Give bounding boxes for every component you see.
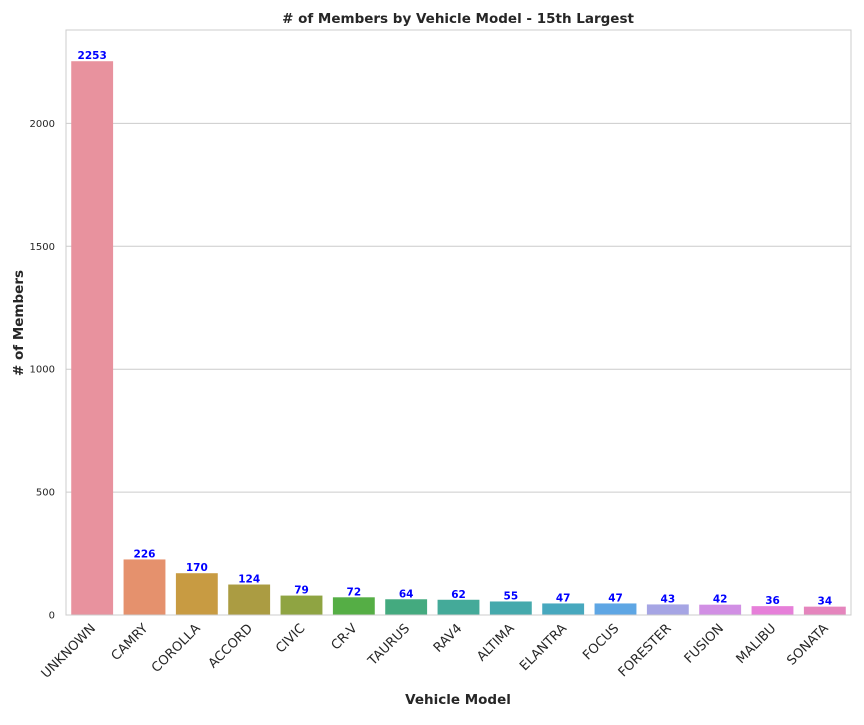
- x-tick-label: ELANTRA: [517, 621, 570, 674]
- data-label: 36: [765, 595, 780, 607]
- x-tick-label: COROLLA: [149, 621, 204, 676]
- x-tick-label: MALIBU: [734, 621, 780, 667]
- x-tick-label: FUSION: [682, 621, 727, 666]
- bar-unknown: [71, 61, 114, 616]
- data-label: 62: [451, 589, 466, 601]
- y-tick-label: 1500: [30, 242, 55, 253]
- bar-malibu: [751, 606, 794, 615]
- data-label: 47: [608, 592, 623, 604]
- data-label: 2253: [78, 50, 107, 62]
- data-label: 42: [713, 594, 728, 606]
- bar-camry: [123, 559, 166, 615]
- bar-corolla: [175, 573, 218, 615]
- x-tick-label: SONATA: [784, 621, 831, 668]
- x-axis-label: Vehicle Model: [405, 692, 511, 708]
- x-tick-label: FOCUS: [580, 621, 622, 663]
- bar-altima: [489, 601, 532, 615]
- data-label: 34: [818, 596, 833, 608]
- x-tick-label: RAV4: [431, 621, 465, 655]
- gridlines: [66, 122, 851, 616]
- bar-elantra: [542, 603, 585, 615]
- data-label: 43: [661, 593, 676, 605]
- bar-civic: [280, 595, 323, 615]
- x-tick-label: TAURUS: [365, 621, 413, 669]
- x-tick-label: CIVIC: [273, 621, 308, 656]
- bar-forester: [646, 604, 689, 615]
- bar-sonata: [803, 606, 846, 615]
- data-label: 124: [238, 574, 260, 586]
- bars: [71, 61, 846, 616]
- y-tick-label: 1000: [30, 365, 55, 376]
- bar-taurus: [385, 599, 428, 615]
- x-tick-label: UNKNOWN: [39, 621, 99, 681]
- chart-title: # of Members by Vehicle Model - 15th Lar…: [282, 11, 634, 27]
- x-tick-label: CAMRY: [109, 621, 152, 664]
- y-axis-ticks: 0 500 1000 1500 2000: [30, 119, 55, 622]
- data-label: 64: [399, 588, 414, 600]
- x-tick-label: CR-V: [329, 621, 361, 653]
- y-tick-label: 0: [49, 611, 55, 622]
- y-axis-label: # of Members: [11, 270, 27, 376]
- bar-rav4: [437, 599, 480, 615]
- data-label: 55: [504, 590, 519, 602]
- bar-focus: [594, 603, 637, 615]
- data-label: 170: [186, 562, 208, 574]
- data-label: 79: [294, 585, 309, 597]
- y-tick-label: 500: [36, 488, 55, 499]
- bar-accord: [228, 584, 271, 615]
- y-tick-label: 2000: [30, 119, 55, 130]
- plot-frame: [65, 29, 852, 616]
- data-label: 226: [134, 548, 156, 560]
- data-label: 47: [556, 592, 571, 604]
- x-tick-label: FORESTER: [616, 621, 675, 680]
- data-labels: 2253 226 170 124 79 72 64 62 55 47 47 43 42 36 34: [78, 50, 833, 607]
- x-tick-label: ACCORD: [206, 621, 256, 671]
- bar-fusion: [699, 604, 742, 615]
- x-tick-label: ALTIMA: [474, 621, 517, 664]
- bar-cr-v: [332, 597, 375, 615]
- data-label: 72: [347, 586, 362, 598]
